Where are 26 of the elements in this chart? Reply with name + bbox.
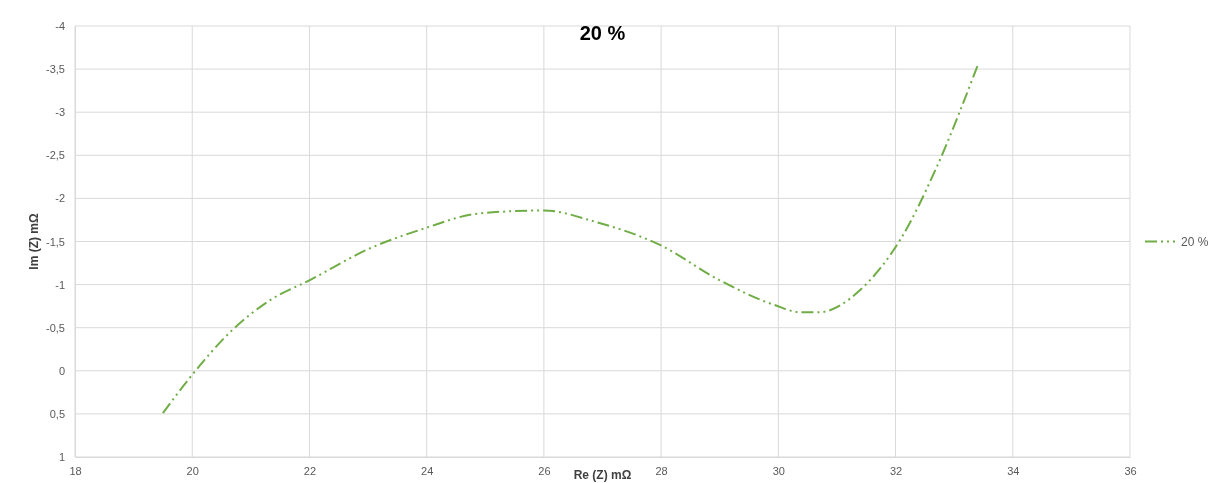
y-tick-label: 1 bbox=[58, 451, 65, 464]
x-tick-label: 36 bbox=[1124, 464, 1137, 477]
x-axis-title: Re (Z) mΩ bbox=[573, 468, 632, 482]
legend-label: 20 % bbox=[1181, 234, 1209, 249]
x-tick-label: 24 bbox=[421, 464, 434, 477]
y-tick-label: -2 bbox=[55, 192, 65, 205]
y-tick-label: -3 bbox=[55, 106, 65, 119]
x-tick-label: 22 bbox=[303, 464, 317, 477]
y-tick-label: -4 bbox=[55, 20, 65, 33]
y-tick-label: -1 bbox=[55, 278, 65, 291]
y-tick-label: 0,5 bbox=[49, 407, 65, 420]
y-tick-label: -1,5 bbox=[46, 235, 65, 248]
chart-title: 20 % bbox=[579, 22, 626, 44]
x-tick-label: 30 bbox=[772, 464, 785, 477]
y-tick-label: 0 bbox=[58, 364, 65, 377]
y-axis-title: Im (Z) mΩ bbox=[27, 212, 41, 270]
x-tick-label: 28 bbox=[655, 464, 668, 477]
x-tick-label: 18 bbox=[69, 464, 82, 477]
line-series bbox=[161, 64, 979, 415]
x-tick-label: 20 bbox=[186, 464, 199, 477]
y-tick-label: -3,5 bbox=[46, 63, 65, 76]
x-tick-label: 26 bbox=[538, 464, 551, 477]
y-tick-label: -0,5 bbox=[46, 321, 65, 334]
y-tick-label: -2,5 bbox=[46, 149, 65, 162]
x-tick-label: 32 bbox=[889, 464, 903, 477]
x-tick-label: 34 bbox=[1007, 464, 1020, 477]
